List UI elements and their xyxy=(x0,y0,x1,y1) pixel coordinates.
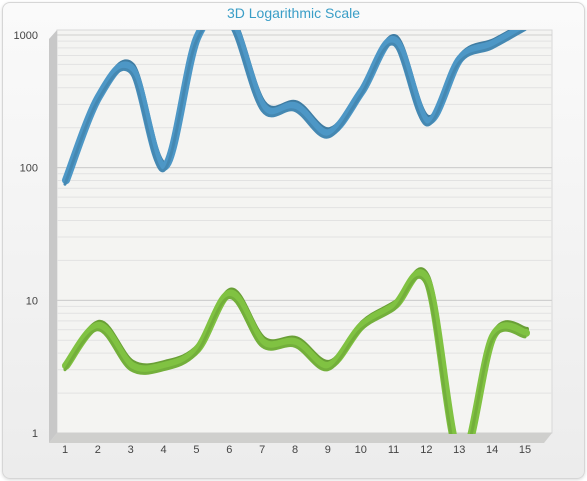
x-tick-label: 3 xyxy=(128,444,134,456)
x-tick-label: 7 xyxy=(259,444,265,456)
series-2 xyxy=(62,267,530,434)
chart-title: 3D Logarithmic Scale xyxy=(226,5,361,21)
y-tick-label: 1000 xyxy=(14,30,38,42)
x-tick-label: 6 xyxy=(226,444,232,456)
x-tick-label: 14 xyxy=(486,444,498,456)
x-tick-label: 1 xyxy=(62,444,68,456)
x-tick-label: 12 xyxy=(420,444,432,456)
series-ribbon-front xyxy=(63,30,527,186)
side-wall xyxy=(49,30,57,443)
back-wall xyxy=(56,29,553,434)
x-tick-label: 10 xyxy=(355,444,367,456)
series-ribbon-front xyxy=(63,275,527,434)
x-tick-label: 2 xyxy=(95,444,101,456)
series-ribbon-body xyxy=(62,269,530,434)
x-tick-label: 9 xyxy=(325,444,331,456)
x-tick-label: 4 xyxy=(161,444,167,456)
y-tick-label: 10 xyxy=(26,295,38,307)
series-1 xyxy=(62,30,527,186)
x-tick-label: 13 xyxy=(453,444,465,456)
y-tick-label: 1 xyxy=(32,428,38,440)
x-tick-label: 15 xyxy=(519,444,531,456)
x-tick-label: 8 xyxy=(292,444,298,456)
x-tick-label: 5 xyxy=(193,444,199,456)
y-tick-label: 100 xyxy=(20,163,38,175)
x-tick-label: 11 xyxy=(388,444,399,456)
floor xyxy=(49,433,552,443)
